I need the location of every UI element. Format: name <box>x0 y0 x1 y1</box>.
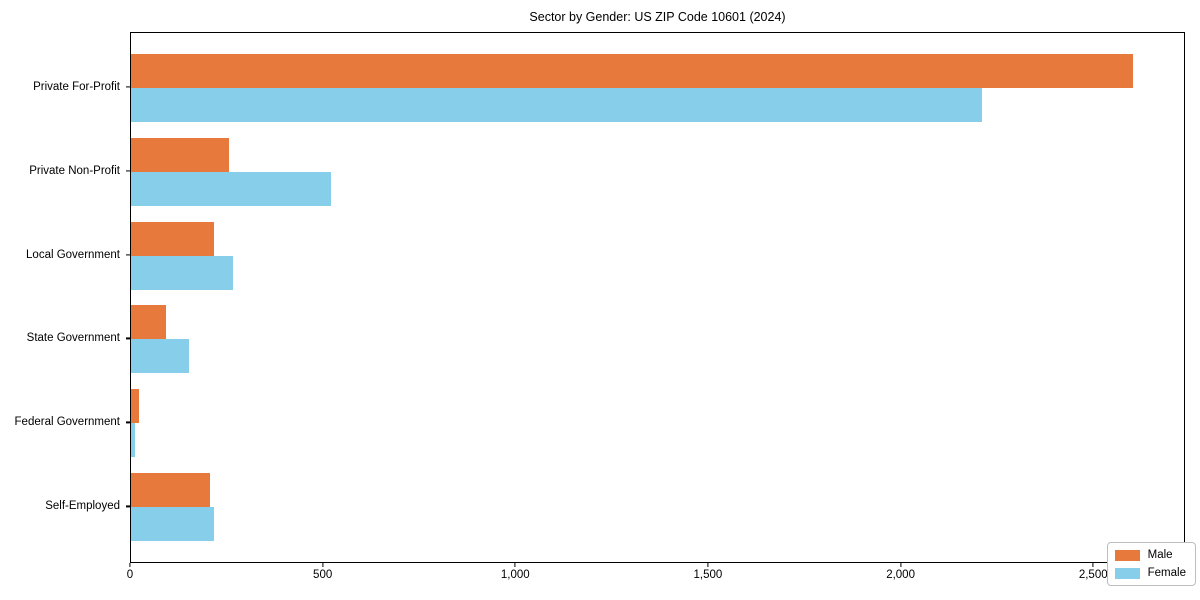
xtick-mark <box>129 563 131 567</box>
bar-female-private-non-profit <box>131 171 332 206</box>
ytick-label-federal-government: Federal Government <box>14 416 120 429</box>
legend-swatch-female <box>1114 567 1140 579</box>
bar-female-local-government <box>131 255 234 290</box>
bar-female-state-government <box>131 339 189 374</box>
legend-swatch-male <box>1114 549 1140 561</box>
bar-male-state-government <box>131 305 166 340</box>
ytick-mark <box>126 337 130 340</box>
legend-item-female: Female <box>1114 567 1186 579</box>
bar-female-self-employed <box>131 507 214 542</box>
ytick-label-private-non-profit: Private Non-Profit <box>29 164 120 177</box>
bar-female-federal-government <box>131 423 135 458</box>
legend-item-male: Male <box>1114 549 1186 561</box>
ytick-mark <box>126 505 130 507</box>
legend: Male Female <box>1106 542 1196 586</box>
bar-female-private-for-profit <box>131 87 983 122</box>
plot-area <box>130 32 1185 563</box>
ytick-label-local-government: Local Government <box>26 248 120 261</box>
bar-male-private-non-profit <box>131 137 230 172</box>
xtick-mark <box>514 563 516 567</box>
xtick-label-1-000: 1,000 <box>500 569 530 581</box>
ytick-mark <box>126 253 130 256</box>
ytick-mark <box>126 169 130 172</box>
ytick-label-private-for-profit: Private For-Profit <box>33 80 120 93</box>
xtick-mark <box>899 563 902 567</box>
xtick-label-1-500: 1,500 <box>693 569 723 581</box>
chart-title: Sector by Gender: US ZIP Code 10601 (202… <box>529 10 786 24</box>
ytick-mark <box>126 421 130 424</box>
xtick-label-2-500: 2,500 <box>1078 569 1108 581</box>
bar-male-local-government <box>131 221 214 256</box>
legend-label-female: Female <box>1147 567 1186 579</box>
bar-male-self-employed <box>131 473 210 508</box>
ytick-label-state-government: State Government <box>26 332 120 345</box>
xtick-mark <box>1092 563 1094 567</box>
ytick-label-self-employed: Self-Employed <box>45 500 120 513</box>
bar-male-federal-government <box>131 389 140 424</box>
bar-male-private-for-profit <box>131 53 1133 88</box>
xtick-mark <box>322 563 324 567</box>
xtick-label-500: 500 <box>313 569 333 581</box>
ytick-mark <box>126 85 130 88</box>
xtick-label-2-000: 2,000 <box>886 569 915 581</box>
legend-label-male: Male <box>1147 549 1173 561</box>
xtick-label-0: 0 <box>126 569 134 581</box>
xtick-mark <box>707 563 709 567</box>
